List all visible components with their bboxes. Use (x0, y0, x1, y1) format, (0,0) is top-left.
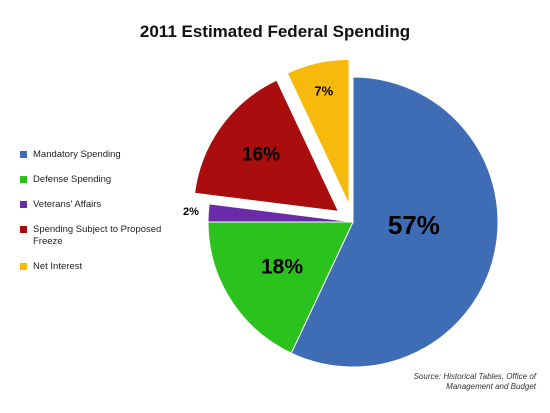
legend-item: Net Interest (20, 261, 180, 273)
data-label-net-interest: 7% (314, 84, 333, 99)
legend-item: Veterans' Affairs (20, 199, 180, 211)
data-label-mandatory-spending: 57% (388, 210, 440, 240)
legend-swatch (20, 226, 27, 233)
legend-swatch (20, 201, 27, 208)
source-note: Source: Historical Tables, Office of Man… (413, 372, 536, 391)
pie-slice-spending-subject-to-proposed-freeze (194, 79, 340, 213)
data-label-spending-subject-to-proposed-freeze: 16% (242, 145, 280, 166)
legend-label: Net Interest (33, 261, 83, 272)
legend-swatch (20, 176, 27, 183)
legend-label: Veterans' Affairs (33, 199, 102, 210)
legend-label: Mandatory Spending (33, 149, 121, 160)
pie-slice-mandatory-spending (290, 76, 499, 368)
pie-slice-net-interest (286, 58, 350, 205)
legend: Mandatory Spending Defense Spending Vetera… (20, 149, 180, 286)
legend-item: Spending Subject to Proposed Freeze (20, 224, 180, 248)
legend-swatch (20, 151, 27, 158)
pie-slice-veterans-affairs (207, 203, 354, 223)
pie-slice-defense-spending (207, 221, 354, 354)
data-label-defense-spending: 18% (261, 256, 303, 279)
legend-label: Defense Spending (33, 174, 112, 185)
legend-item: Mandatory Spending (20, 149, 180, 161)
legend-label: Spending Subject to Proposed Freeze (33, 224, 162, 247)
chart-title: 2011 Estimated Federal Spending (139, 22, 411, 41)
legend-item: Defense Spending (20, 174, 180, 186)
data-label-veterans-affairs: 2% (183, 206, 199, 218)
legend-swatch (20, 263, 27, 270)
